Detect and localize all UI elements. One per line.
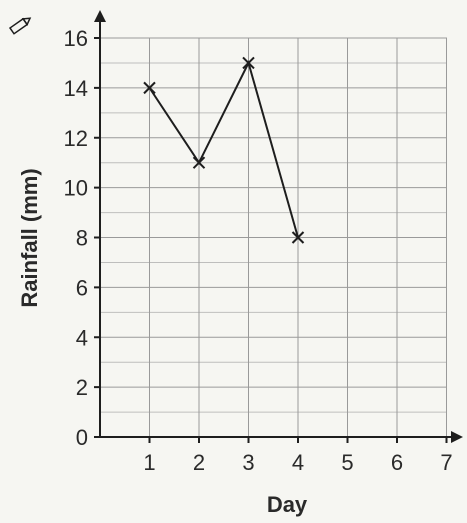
- y-tick-label: 6: [76, 275, 88, 300]
- x-tick-label: 6: [391, 450, 403, 475]
- marker-stroke: [291, 231, 305, 244]
- marker-stroke: [242, 56, 255, 70]
- y-axis-title: Rainfall (mm): [17, 168, 42, 307]
- series-line: [148, 60, 299, 238]
- data-point-marker: [242, 56, 255, 70]
- x-tick-label: 7: [440, 450, 452, 475]
- data-point-marker: [192, 156, 206, 169]
- y-tick-label: 4: [76, 325, 88, 350]
- y-tick-label: 10: [64, 176, 88, 201]
- x-tick-label: 3: [242, 450, 254, 475]
- axes: [94, 10, 463, 443]
- y-tick-label: 16: [64, 26, 88, 51]
- y-tick-label: 14: [64, 76, 88, 101]
- x-tick-label: 2: [193, 450, 205, 475]
- data-point-marker: [291, 231, 305, 244]
- marker-stroke: [143, 81, 156, 95]
- pencil-icon: [8, 17, 32, 35]
- data-point-marker: [143, 81, 156, 95]
- y-tick-label: 0: [76, 425, 88, 450]
- x-tick-label: 1: [143, 450, 155, 475]
- y-axis-arrow: [94, 10, 106, 22]
- x-tick-label: 4: [292, 450, 304, 475]
- grid: [100, 37, 447, 437]
- x-tick-label: 5: [341, 450, 353, 475]
- x-axis-arrow: [451, 431, 463, 443]
- y-tick-label: 2: [76, 375, 88, 400]
- x-axis-title: Day: [267, 492, 308, 517]
- y-tick-label: 8: [76, 226, 88, 251]
- series: [143, 56, 305, 244]
- marker-stroke: [192, 156, 206, 169]
- y-tick-label: 12: [64, 126, 88, 151]
